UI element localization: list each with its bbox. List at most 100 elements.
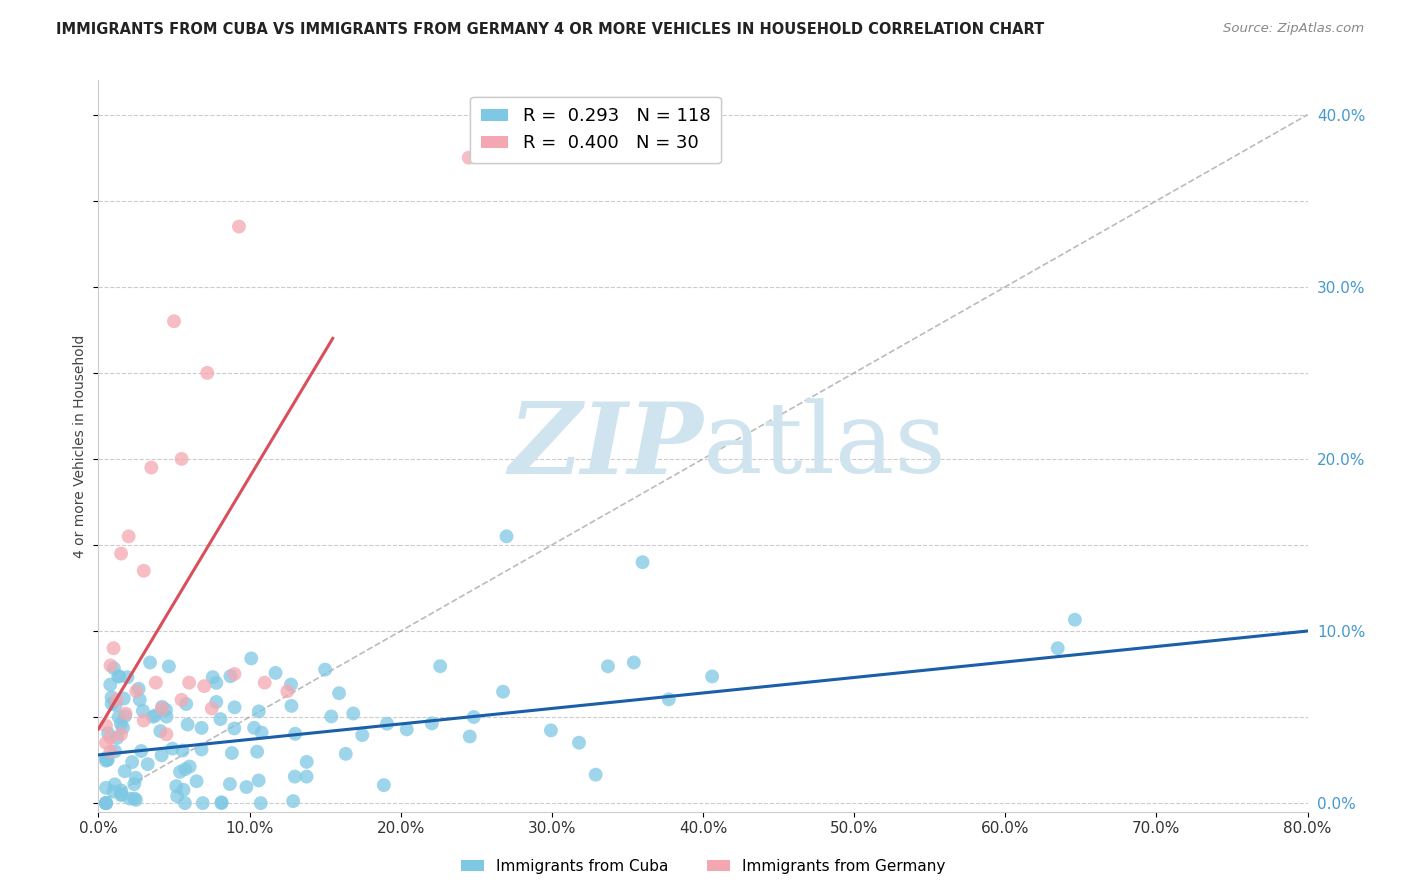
Point xyxy=(139,656,162,670)
Point xyxy=(373,778,395,792)
Point xyxy=(221,746,243,760)
Point xyxy=(224,722,246,736)
Point xyxy=(98,678,121,692)
Point xyxy=(118,529,141,543)
Point xyxy=(94,796,117,810)
Point xyxy=(179,759,201,773)
Point xyxy=(321,709,343,723)
Point xyxy=(110,727,132,741)
Point xyxy=(122,777,145,791)
Point xyxy=(195,366,218,380)
Point xyxy=(110,787,132,801)
Point xyxy=(114,706,136,721)
Point xyxy=(458,730,481,744)
Point xyxy=(596,659,619,673)
Point xyxy=(352,728,374,742)
Point xyxy=(114,709,136,723)
Point xyxy=(145,675,167,690)
Point xyxy=(173,783,195,797)
Point xyxy=(463,710,485,724)
Point xyxy=(169,764,191,779)
Point xyxy=(174,697,197,711)
Point xyxy=(163,314,186,328)
Point xyxy=(457,151,479,165)
Point xyxy=(100,731,122,745)
Point xyxy=(94,751,117,765)
Point xyxy=(429,659,451,673)
Text: Source: ZipAtlas.com: Source: ZipAtlas.com xyxy=(1223,22,1364,36)
Point xyxy=(191,796,214,810)
Point xyxy=(568,736,591,750)
Point xyxy=(136,757,159,772)
Point xyxy=(128,693,150,707)
Point xyxy=(166,789,188,804)
Point xyxy=(110,717,132,731)
Point xyxy=(125,684,148,698)
Y-axis label: 4 or more Vehicles in Household: 4 or more Vehicles in Household xyxy=(73,334,87,558)
Point xyxy=(165,779,187,793)
Point xyxy=(224,700,246,714)
Point xyxy=(250,725,273,739)
Point xyxy=(264,665,287,680)
Point xyxy=(174,796,197,810)
Point xyxy=(193,679,215,693)
Point xyxy=(186,774,208,789)
Point xyxy=(219,669,242,683)
Point xyxy=(94,796,117,810)
Point xyxy=(108,669,131,683)
Point xyxy=(211,795,233,809)
Point xyxy=(540,723,562,738)
Point xyxy=(100,697,122,711)
Point xyxy=(155,709,177,723)
Point xyxy=(97,753,120,767)
Point xyxy=(631,555,654,569)
Point xyxy=(1046,641,1069,656)
Point xyxy=(128,681,150,696)
Point xyxy=(174,762,197,776)
Point xyxy=(283,794,305,808)
Point xyxy=(280,677,302,691)
Point xyxy=(284,727,307,741)
Point xyxy=(100,658,122,673)
Point xyxy=(228,219,250,234)
Point xyxy=(104,777,127,791)
Point xyxy=(492,684,515,698)
Point xyxy=(219,777,242,791)
Point xyxy=(276,684,298,698)
Point xyxy=(117,670,139,684)
Point xyxy=(114,764,136,779)
Point xyxy=(125,771,148,785)
Point xyxy=(247,705,270,719)
Point xyxy=(118,791,141,805)
Point xyxy=(103,641,125,656)
Point xyxy=(150,699,173,714)
Point xyxy=(623,656,645,670)
Point xyxy=(585,767,607,781)
Point xyxy=(155,727,177,741)
Point xyxy=(190,742,212,756)
Point xyxy=(395,723,418,737)
Point xyxy=(94,754,117,768)
Point xyxy=(243,721,266,735)
Point xyxy=(240,651,263,665)
Point xyxy=(190,721,212,735)
Point xyxy=(314,663,336,677)
Point xyxy=(249,796,271,810)
Point xyxy=(150,701,173,715)
Point xyxy=(132,704,155,718)
Text: atlas: atlas xyxy=(703,398,946,494)
Point xyxy=(132,714,155,728)
Text: ZIP: ZIP xyxy=(508,398,703,494)
Point xyxy=(110,789,132,803)
Point xyxy=(700,669,723,683)
Point xyxy=(121,755,143,769)
Point xyxy=(157,659,180,673)
Point xyxy=(141,460,163,475)
Point xyxy=(112,721,135,735)
Point xyxy=(100,744,122,758)
Point xyxy=(94,796,117,810)
Point xyxy=(112,691,135,706)
Point xyxy=(107,710,129,724)
Point xyxy=(96,753,118,767)
Point xyxy=(103,784,125,798)
